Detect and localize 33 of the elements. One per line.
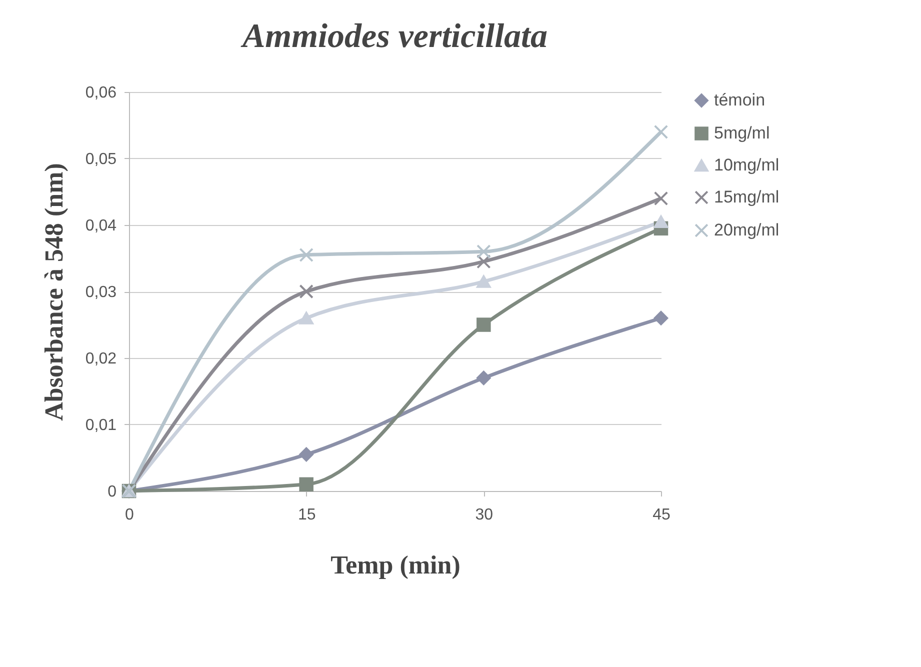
y-tick-label: 0,06 bbox=[85, 84, 117, 102]
x-tick-label: 45 bbox=[652, 506, 670, 524]
point bbox=[654, 310, 668, 326]
y-tick-label: 0 bbox=[108, 484, 117, 500]
y-tick-label: 0,02 bbox=[85, 350, 117, 368]
y-axis-title: Absorbance à 548 (nm) bbox=[39, 163, 68, 421]
y-tick-label: 0,04 bbox=[85, 218, 117, 234]
point bbox=[299, 312, 314, 324]
point bbox=[476, 318, 491, 332]
point bbox=[476, 370, 491, 386]
x-tick-label: 30 bbox=[475, 506, 494, 524]
legend-label: 15mg/ml bbox=[714, 188, 780, 206]
point bbox=[299, 248, 314, 262]
x-axis-title: Temp (min) bbox=[330, 550, 460, 580]
point bbox=[654, 124, 668, 140]
chart-title: Ammiodes verticillata bbox=[240, 18, 548, 55]
legend-label: 5mg/ml bbox=[714, 124, 770, 142]
point bbox=[476, 244, 491, 259]
point bbox=[654, 215, 668, 228]
y-tick-label: 0,05 bbox=[85, 151, 117, 168]
y-tick-label: 0,01 bbox=[85, 417, 117, 434]
point bbox=[476, 275, 491, 288]
legend-label: 10mg/ml bbox=[714, 156, 780, 174]
legend-label: témoin bbox=[714, 90, 766, 110]
x-tick-label: 0 bbox=[125, 506, 134, 524]
point bbox=[654, 191, 668, 206]
legend-label: 20mg/ml bbox=[714, 220, 780, 240]
y-tick-label: 0,03 bbox=[85, 284, 117, 301]
point bbox=[476, 254, 491, 269]
point bbox=[299, 447, 314, 462]
point bbox=[299, 284, 314, 299]
point bbox=[299, 477, 314, 492]
x-tick-label: 15 bbox=[298, 506, 316, 524]
